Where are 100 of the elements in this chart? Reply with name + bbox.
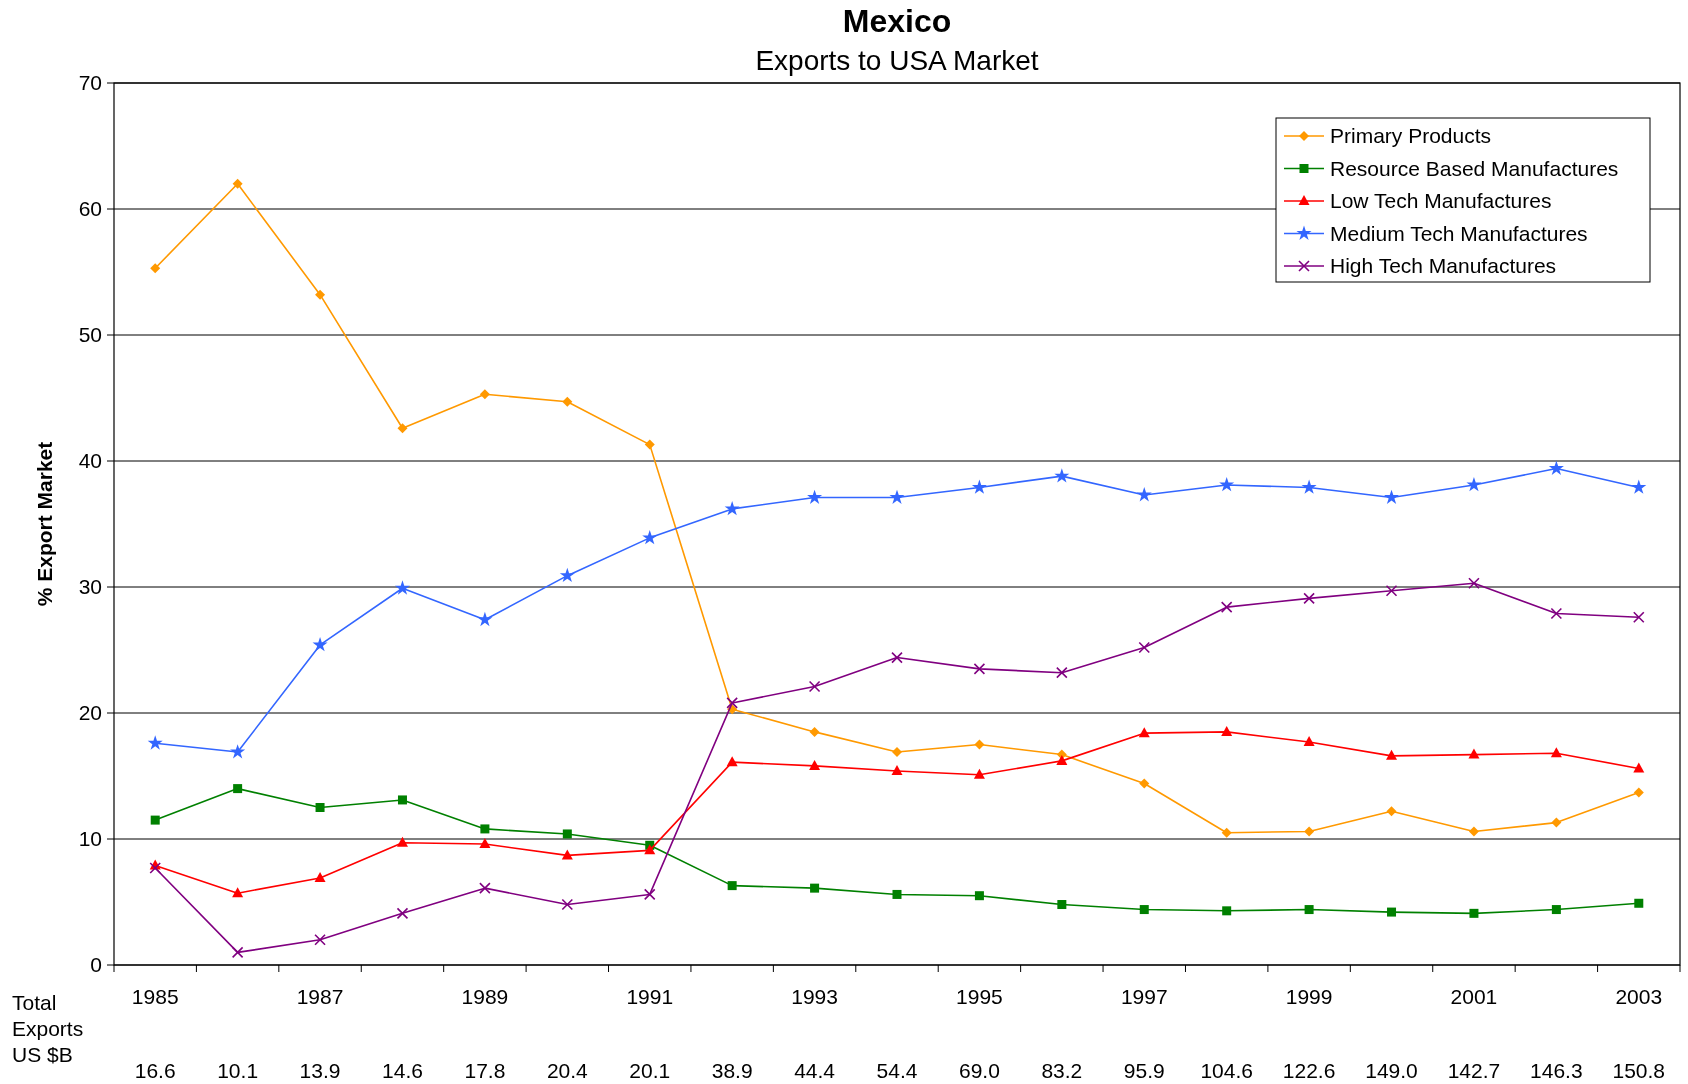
point xyxy=(150,815,160,825)
text: 150.8 xyxy=(1612,1059,1666,1082)
point xyxy=(1468,826,1479,837)
point xyxy=(1219,477,1235,492)
point xyxy=(644,844,656,855)
point xyxy=(1632,611,1645,624)
text: 14.6 xyxy=(382,1059,423,1082)
y-tick-label: 70 xyxy=(78,71,102,95)
text: 20.1 xyxy=(629,1059,671,1082)
point xyxy=(1139,905,1149,915)
x-tick-label: 1989 xyxy=(461,985,509,1008)
point xyxy=(892,889,902,899)
text: Total Exports US $B xyxy=(12,991,84,1066)
text: 146.3 xyxy=(1530,1059,1583,1082)
text: 54.4 xyxy=(876,1059,918,1082)
point xyxy=(231,946,244,959)
point xyxy=(809,726,820,737)
x-tick-label: 2003 xyxy=(1615,985,1663,1008)
y-tick-label: 10 xyxy=(78,827,102,851)
point xyxy=(1548,460,1564,475)
point xyxy=(1387,907,1397,917)
legend-label: Medium Tech Manufactures xyxy=(1330,221,1588,245)
x-tick-label: 1987 xyxy=(296,985,344,1008)
point xyxy=(397,795,407,805)
legend-label: High Tech Manufactures xyxy=(1330,254,1557,278)
legend-label: Primary Products xyxy=(1330,124,1492,148)
point xyxy=(477,611,493,627)
text: 13.9 xyxy=(299,1059,341,1082)
x-tick-label: 1999 xyxy=(1285,985,1333,1008)
point xyxy=(479,882,491,894)
x-tick-label: 2001 xyxy=(1450,985,1498,1008)
point xyxy=(1386,806,1397,817)
legend-label: Resource Based Manufactures xyxy=(1330,156,1619,180)
point xyxy=(1222,906,1232,916)
text: 17.8 xyxy=(464,1059,506,1082)
point xyxy=(480,824,490,834)
y-tick-label: 60 xyxy=(78,197,102,221)
point xyxy=(1304,826,1315,837)
point xyxy=(726,756,738,767)
point xyxy=(642,529,658,545)
point xyxy=(1138,727,1150,738)
point xyxy=(1551,817,1562,828)
point xyxy=(1633,787,1644,798)
point xyxy=(230,744,246,759)
point xyxy=(1550,747,1562,758)
point xyxy=(561,898,574,911)
point xyxy=(809,759,821,770)
y-tick-label: 30 xyxy=(78,575,102,599)
text: 44.4 xyxy=(794,1059,836,1082)
point xyxy=(971,479,987,494)
point xyxy=(1551,905,1561,915)
y-axis-title: % Export Market xyxy=(33,441,56,607)
point xyxy=(479,838,491,849)
text: 142.7 xyxy=(1447,1059,1501,1082)
point xyxy=(315,289,326,300)
legend-label: Low Tech Manufactures xyxy=(1330,189,1552,213)
point xyxy=(232,178,243,189)
text: 69.0 xyxy=(958,1059,1000,1082)
point xyxy=(1054,468,1070,483)
point xyxy=(808,680,821,693)
x-tick-label: 1995 xyxy=(956,985,1003,1008)
point xyxy=(1304,905,1314,915)
point xyxy=(974,891,984,901)
text: 16.6 xyxy=(134,1059,176,1082)
point xyxy=(314,934,326,946)
text: 38.9 xyxy=(711,1059,753,1082)
point xyxy=(1301,479,1317,494)
point xyxy=(149,862,162,874)
point xyxy=(1631,479,1647,494)
point xyxy=(1303,735,1315,746)
point xyxy=(807,489,823,504)
point xyxy=(974,739,985,750)
y-tick-label: 0 xyxy=(90,953,102,977)
point xyxy=(724,500,740,516)
point xyxy=(1056,666,1068,679)
point xyxy=(1221,725,1233,736)
point xyxy=(1221,827,1232,838)
point xyxy=(1138,641,1151,654)
point xyxy=(1634,898,1644,908)
point xyxy=(973,768,985,779)
point xyxy=(562,396,573,407)
point xyxy=(1466,477,1482,492)
text: 104.6 xyxy=(1200,1059,1253,1082)
point xyxy=(396,836,408,847)
text: 95.9 xyxy=(1123,1059,1165,1082)
x-tick-label: 1991 xyxy=(626,985,674,1008)
point xyxy=(973,663,986,675)
point xyxy=(150,263,161,274)
x-tick-label: 1993 xyxy=(791,985,838,1008)
point xyxy=(562,829,572,839)
point xyxy=(726,697,738,709)
point xyxy=(810,883,820,893)
chart-title: Mexico xyxy=(842,3,952,39)
point xyxy=(394,580,410,595)
point xyxy=(561,849,573,860)
x-tick-label: 1985 xyxy=(131,985,179,1008)
point xyxy=(559,567,575,583)
point xyxy=(1468,577,1480,590)
point xyxy=(232,887,244,898)
x-tick-label: 1997 xyxy=(1120,985,1168,1008)
